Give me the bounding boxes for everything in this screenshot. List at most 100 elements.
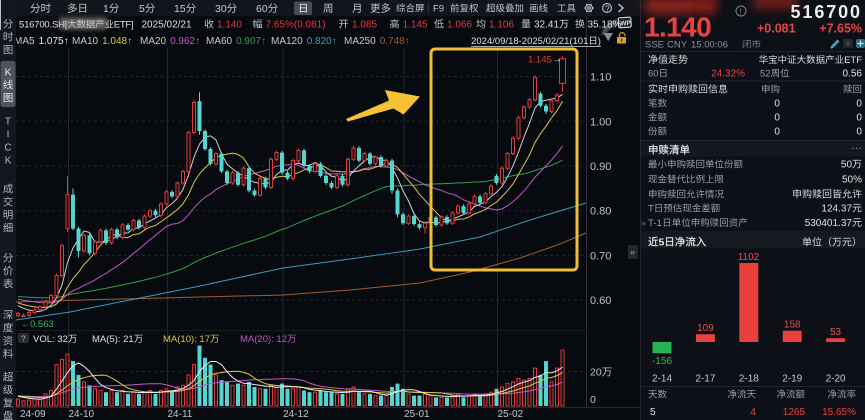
svg-text:0.820↑: 0.820↑ bbox=[307, 36, 337, 47]
svg-text:1.075↑: 1.075↑ bbox=[39, 36, 69, 47]
svg-text:1.145: 1.145 bbox=[403, 20, 428, 31]
svg-text:MA20: MA20 bbox=[140, 36, 167, 47]
svg-text:MA120: MA120 bbox=[271, 36, 303, 47]
svg-text:0: 0 bbox=[856, 113, 862, 124]
svg-text:30: 30 bbox=[215, 3, 227, 15]
svg-text:T-1: T-1 bbox=[648, 218, 662, 229]
svg-text:1102: 1102 bbox=[738, 252, 760, 263]
svg-text:2-18: 2-18 bbox=[739, 374, 759, 385]
svg-text:24-09: 24-09 bbox=[20, 409, 46, 420]
svg-text:MA5: MA5 bbox=[14, 36, 35, 47]
svg-text:53: 53 bbox=[830, 327, 842, 338]
svg-text:0: 0 bbox=[774, 99, 780, 110]
svg-text:5: 5 bbox=[659, 237, 665, 249]
svg-text:158: 158 bbox=[784, 320, 801, 331]
svg-text:0.748↑: 0.748↑ bbox=[380, 36, 410, 47]
svg-text:0.907↑: 0.907↑ bbox=[236, 36, 266, 47]
svg-text:1265: 1265 bbox=[783, 407, 806, 418]
svg-text:0.70: 0.70 bbox=[590, 250, 611, 262]
svg-text:1.066: 1.066 bbox=[447, 20, 472, 31]
svg-text:0.56: 0.56 bbox=[843, 69, 863, 80]
svg-text:ETF]: ETF] bbox=[114, 20, 134, 31]
svg-text:VOL: 32: VOL: 32 bbox=[33, 334, 68, 345]
svg-text:!: ! bbox=[740, 8, 742, 17]
svg-text:109: 109 bbox=[697, 323, 714, 334]
svg-text:?: ? bbox=[21, 334, 26, 344]
svg-text:CNY: CNY bbox=[667, 40, 688, 51]
svg-text:0.962↑: 0.962↑ bbox=[170, 36, 200, 47]
svg-text:1.085: 1.085 bbox=[352, 20, 377, 31]
svg-text:2-17: 2-17 bbox=[695, 374, 715, 385]
svg-text:MA(20): 12: MA(20): 12 bbox=[240, 334, 287, 345]
svg-text:35.18%: 35.18% bbox=[588, 20, 622, 31]
svg-text:24-12: 24-12 bbox=[283, 409, 309, 420]
svg-text:1.10: 1.10 bbox=[590, 72, 611, 84]
svg-text:MA60: MA60 bbox=[206, 36, 233, 47]
svg-text:F9: F9 bbox=[433, 4, 444, 15]
svg-text:25-01: 25-01 bbox=[404, 409, 430, 420]
svg-text:): ) bbox=[598, 36, 601, 47]
svg-text:WP: WP bbox=[620, 20, 632, 28]
svg-text:0: 0 bbox=[856, 99, 862, 110]
svg-text:516700.SH[: 516700.SH[ bbox=[19, 20, 68, 31]
svg-text:0: 0 bbox=[774, 113, 780, 124]
svg-text:0.90: 0.90 bbox=[590, 161, 611, 173]
svg-text:5: 5 bbox=[650, 407, 656, 418]
svg-text:1: 1 bbox=[103, 3, 109, 15]
svg-text:124.37: 124.37 bbox=[821, 204, 852, 215]
svg-text:0.60: 0.60 bbox=[590, 295, 611, 307]
svg-text:7.65%(0.081): 7.65%(0.081) bbox=[266, 20, 326, 31]
svg-text:1.140: 1.140 bbox=[217, 20, 242, 31]
svg-text:15: 15 bbox=[174, 3, 186, 15]
svg-text:MA10: MA10 bbox=[72, 36, 99, 47]
svg-text:MA(10): 17: MA(10): 17 bbox=[163, 334, 210, 345]
svg-text:2-14: 2-14 bbox=[652, 374, 672, 385]
svg-text:…: … bbox=[851, 140, 862, 152]
svg-text:0.80: 0.80 bbox=[590, 206, 611, 218]
svg-text:0: 0 bbox=[856, 127, 862, 138]
svg-text:32.41: 32.41 bbox=[534, 20, 559, 31]
svg-text:1.145: 1.145 bbox=[528, 55, 552, 66]
svg-text:15.65%: 15.65% bbox=[822, 407, 856, 418]
svg-text:+0.081: +0.081 bbox=[757, 22, 796, 36]
svg-text:516700: 516700 bbox=[791, 2, 862, 22]
svg-text:MA250: MA250 bbox=[344, 36, 376, 47]
svg-text:25-02: 25-02 bbox=[498, 409, 524, 420]
svg-text:?: ? bbox=[605, 3, 610, 13]
svg-text:ETF: ETF bbox=[844, 55, 862, 66]
svg-text:60: 60 bbox=[648, 69, 659, 80]
svg-text:1.048↑: 1.048↑ bbox=[102, 36, 132, 47]
svg-text:-156: -156 bbox=[652, 356, 672, 367]
svg-text:T: T bbox=[648, 204, 654, 215]
svg-text:T: T bbox=[5, 117, 11, 128]
svg-text:→: → bbox=[552, 54, 562, 65]
svg-text:24-11: 24-11 bbox=[168, 409, 193, 420]
svg-text:SSE: SSE bbox=[645, 40, 664, 51]
svg-text:←: ← bbox=[21, 319, 31, 330]
svg-text:5: 5 bbox=[139, 3, 145, 15]
svg-text:4: 4 bbox=[750, 407, 756, 418]
svg-text:C: C bbox=[4, 143, 11, 154]
svg-text:2024/09/18-2025/02/21(101: 2024/09/18-2025/02/21(101 bbox=[471, 36, 588, 47]
svg-text:I: I bbox=[7, 130, 10, 141]
svg-text:20: 20 bbox=[590, 367, 602, 379]
svg-text:1.00: 1.00 bbox=[590, 116, 611, 128]
svg-text:»: » bbox=[641, 218, 646, 228]
svg-text:530401.37: 530401.37 bbox=[805, 218, 853, 229]
svg-text:K: K bbox=[5, 68, 12, 79]
svg-text:MA(5): 21: MA(5): 21 bbox=[92, 334, 134, 345]
svg-text:1.140: 1.140 bbox=[644, 12, 711, 43]
svg-text:2-19: 2-19 bbox=[782, 374, 802, 385]
svg-text:50%: 50% bbox=[842, 175, 862, 186]
svg-text:50: 50 bbox=[841, 160, 853, 171]
svg-text:»: » bbox=[630, 247, 635, 257]
svg-text:24-10: 24-10 bbox=[69, 409, 95, 420]
svg-text:60: 60 bbox=[256, 3, 268, 15]
svg-text:15:00:06: 15:00:06 bbox=[691, 40, 728, 51]
svg-text:52: 52 bbox=[760, 69, 771, 80]
svg-text:0: 0 bbox=[590, 394, 596, 406]
svg-text:K: K bbox=[5, 156, 12, 167]
svg-text:1.106: 1.106 bbox=[489, 20, 514, 31]
svg-text:2-20: 2-20 bbox=[826, 374, 846, 385]
svg-text:0: 0 bbox=[774, 127, 780, 138]
